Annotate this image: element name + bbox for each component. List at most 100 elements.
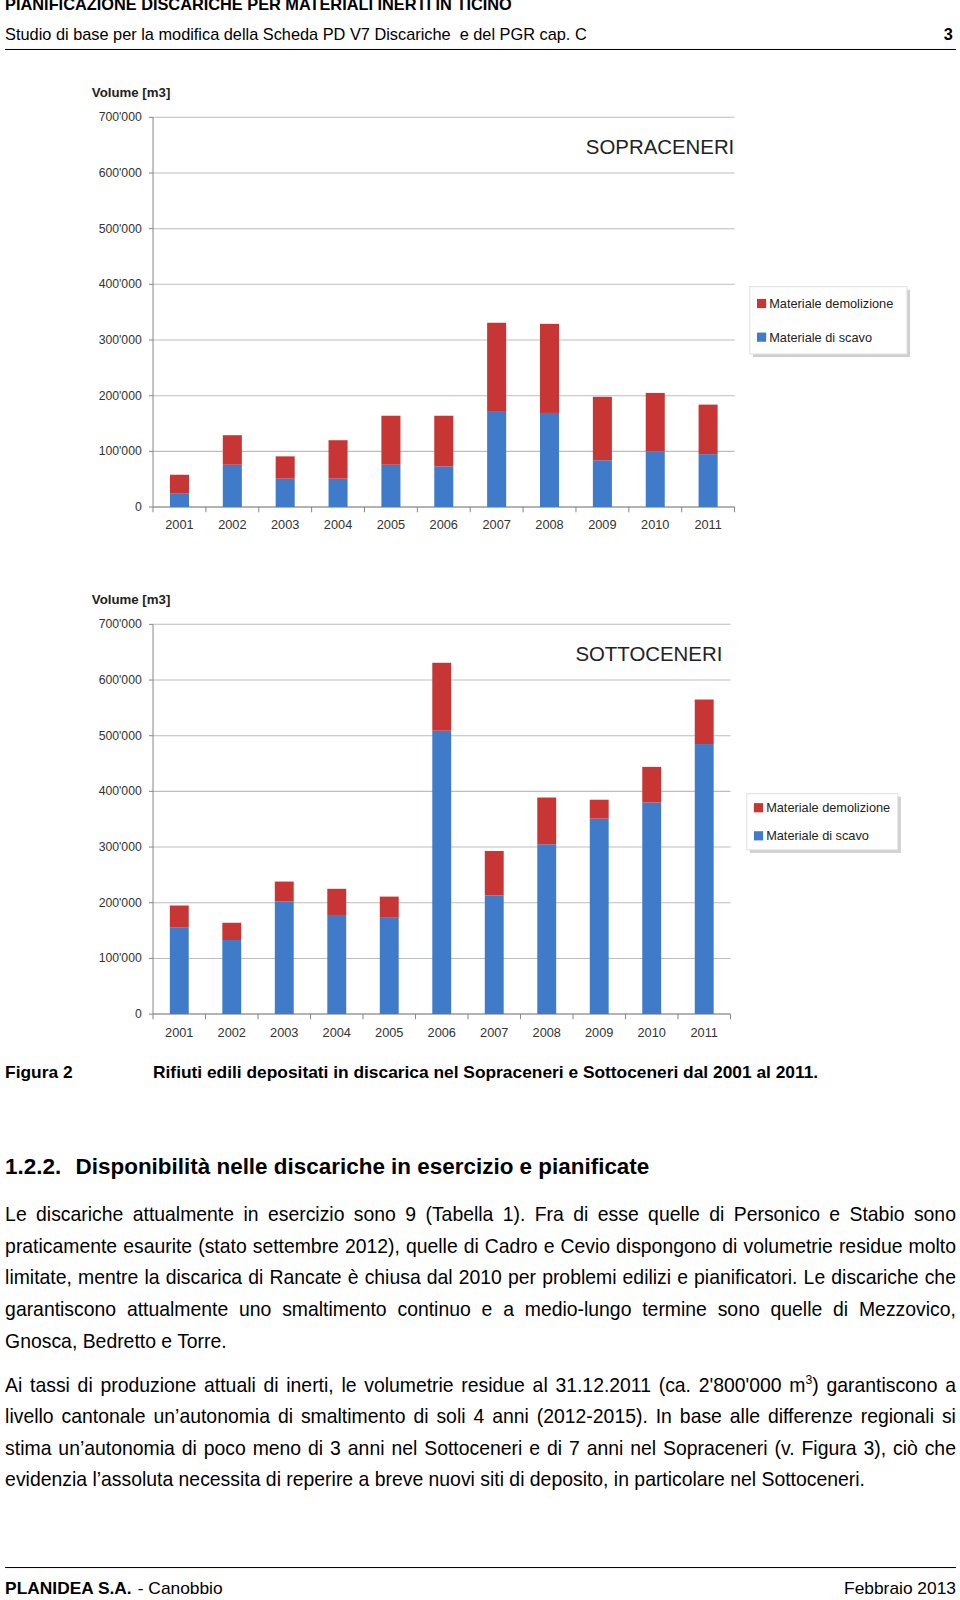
- y-tick-label: 700'000: [99, 617, 142, 631]
- y-tick-label: 600'000: [99, 673, 142, 687]
- section-number: 1.2.2.: [5, 1154, 61, 1180]
- y-tick: [149, 902, 153, 903]
- x-tick: [417, 507, 418, 512]
- bar: [170, 906, 189, 928]
- bar: [170, 475, 189, 494]
- legend: Materiale demolizioneMateriale di scavo: [747, 794, 901, 853]
- x-tick-label: 2005: [375, 1025, 403, 1040]
- y-tick: [149, 117, 153, 118]
- legend-swatch: [754, 831, 763, 840]
- legend-swatch: [754, 803, 763, 812]
- header-subtitle: Studio di base per la modifica della Sch…: [5, 26, 587, 43]
- y-tick: [149, 172, 153, 173]
- footer-rule: [5, 1567, 956, 1568]
- y-tick: [149, 451, 153, 452]
- bar: [381, 465, 400, 507]
- figure-label: Figura 2: [5, 1063, 72, 1082]
- y-tick-label: 600'000: [99, 166, 142, 180]
- y-tick: [149, 680, 153, 681]
- bar: [170, 494, 189, 507]
- y-label: Volume [m3]: [92, 592, 171, 607]
- bar: [590, 800, 609, 819]
- x-tick: [681, 507, 682, 512]
- superscript: 3: [805, 1373, 812, 1387]
- bar: [485, 851, 504, 896]
- y-tick-label: 400'000: [99, 784, 142, 798]
- legend-label: Materiale di scavo: [769, 330, 872, 345]
- legend: Materiale demolizioneMateriale di scavo: [750, 287, 910, 357]
- y-tick: [149, 284, 153, 285]
- y-tick-label: 300'000: [99, 333, 142, 347]
- x-tick-label: 2001: [165, 517, 193, 532]
- x-tick-label: 2007: [482, 517, 510, 532]
- y-tick: [149, 624, 153, 625]
- chart: Volume [m3]0100'000200'000300'000400'000…: [92, 592, 901, 1040]
- bar: [434, 466, 453, 507]
- section-title: Disponibilità nelle discariche in eserci…: [76, 1154, 650, 1180]
- x-tick-label: 2007: [480, 1025, 508, 1040]
- figure-caption: Rifiuti edili depositati in discarica ne…: [153, 1063, 818, 1082]
- x-tick: [625, 1014, 626, 1019]
- x-tick-label: 2011: [694, 517, 721, 532]
- x-tick: [258, 507, 259, 512]
- y-tick-label: 0: [135, 1007, 142, 1021]
- chart-title: SOTTOCENERI: [575, 643, 722, 665]
- header-subtitle-box: Studio di base per la modifica della Sch…: [5, 26, 587, 44]
- bar: [642, 767, 661, 803]
- x-tick: [205, 507, 206, 512]
- y-tick-label: 500'000: [99, 729, 142, 743]
- y-tick-label: 100'000: [99, 951, 142, 965]
- y-tick: [149, 395, 153, 396]
- y-tick: [149, 847, 153, 848]
- bar: [222, 940, 241, 1014]
- bar: [276, 456, 295, 478]
- bar: [329, 479, 348, 507]
- bar: [487, 323, 506, 412]
- x-tick: [362, 1014, 363, 1019]
- paragraph: Ai tassi di produzione attuali di inerti…: [5, 1369, 956, 1496]
- bar: [170, 927, 189, 1014]
- y-tick-label: 100'000: [99, 444, 142, 458]
- x-tick: [470, 507, 471, 512]
- footer-place: - Canobbio: [138, 1578, 223, 1597]
- x-tick: [311, 507, 312, 512]
- bar: [642, 803, 661, 1015]
- bar: [432, 731, 451, 1014]
- bar: [590, 819, 609, 1014]
- x-tick: [523, 507, 524, 512]
- header-title: PIANIFICAZIONE DISCARICHE PER MATERIALI …: [5, 0, 512, 13]
- legend-box: [750, 287, 907, 354]
- x-tick: [677, 1014, 678, 1019]
- x-tick: [734, 507, 735, 512]
- bar: [275, 902, 294, 1014]
- bar: [222, 923, 241, 940]
- figure-caption-box: Rifiuti edili depositati in discarica ne…: [153, 1063, 818, 1083]
- grid-line: [153, 117, 735, 118]
- header-rule: [5, 49, 956, 50]
- bar: [540, 413, 559, 507]
- figure-label-box: Figura 2: [5, 1063, 72, 1083]
- bar: [380, 897, 399, 918]
- x-tick: [258, 1014, 259, 1019]
- x-tick-label: 2009: [588, 517, 616, 532]
- x-tick: [628, 507, 629, 512]
- grid-line: [153, 284, 735, 285]
- grid-line: [153, 624, 730, 625]
- footer-date: Febbraio 2013: [844, 1578, 956, 1597]
- x-tick: [467, 1014, 468, 1019]
- bars: [170, 663, 714, 1014]
- x-tick-label: 2002: [218, 1025, 246, 1040]
- bar: [593, 460, 612, 507]
- x-tick-label: 2010: [638, 1025, 666, 1040]
- legend-swatch: [757, 299, 766, 308]
- legend-label: Materiale demolizione: [766, 800, 890, 815]
- x-tick-label: 2005: [377, 517, 405, 532]
- bar: [487, 412, 506, 507]
- y-tick: [149, 228, 153, 229]
- legend-box: [747, 794, 898, 850]
- y-tick-label: 700'000: [99, 110, 142, 124]
- paragraph-text: Le discariche attualmente in esercizio s…: [5, 1204, 956, 1352]
- x-tick-label: 2002: [218, 517, 246, 532]
- x-tick: [415, 1014, 416, 1019]
- section-heading: 1.2.2. Disponibilità nelle discariche in …: [5, 1154, 649, 1181]
